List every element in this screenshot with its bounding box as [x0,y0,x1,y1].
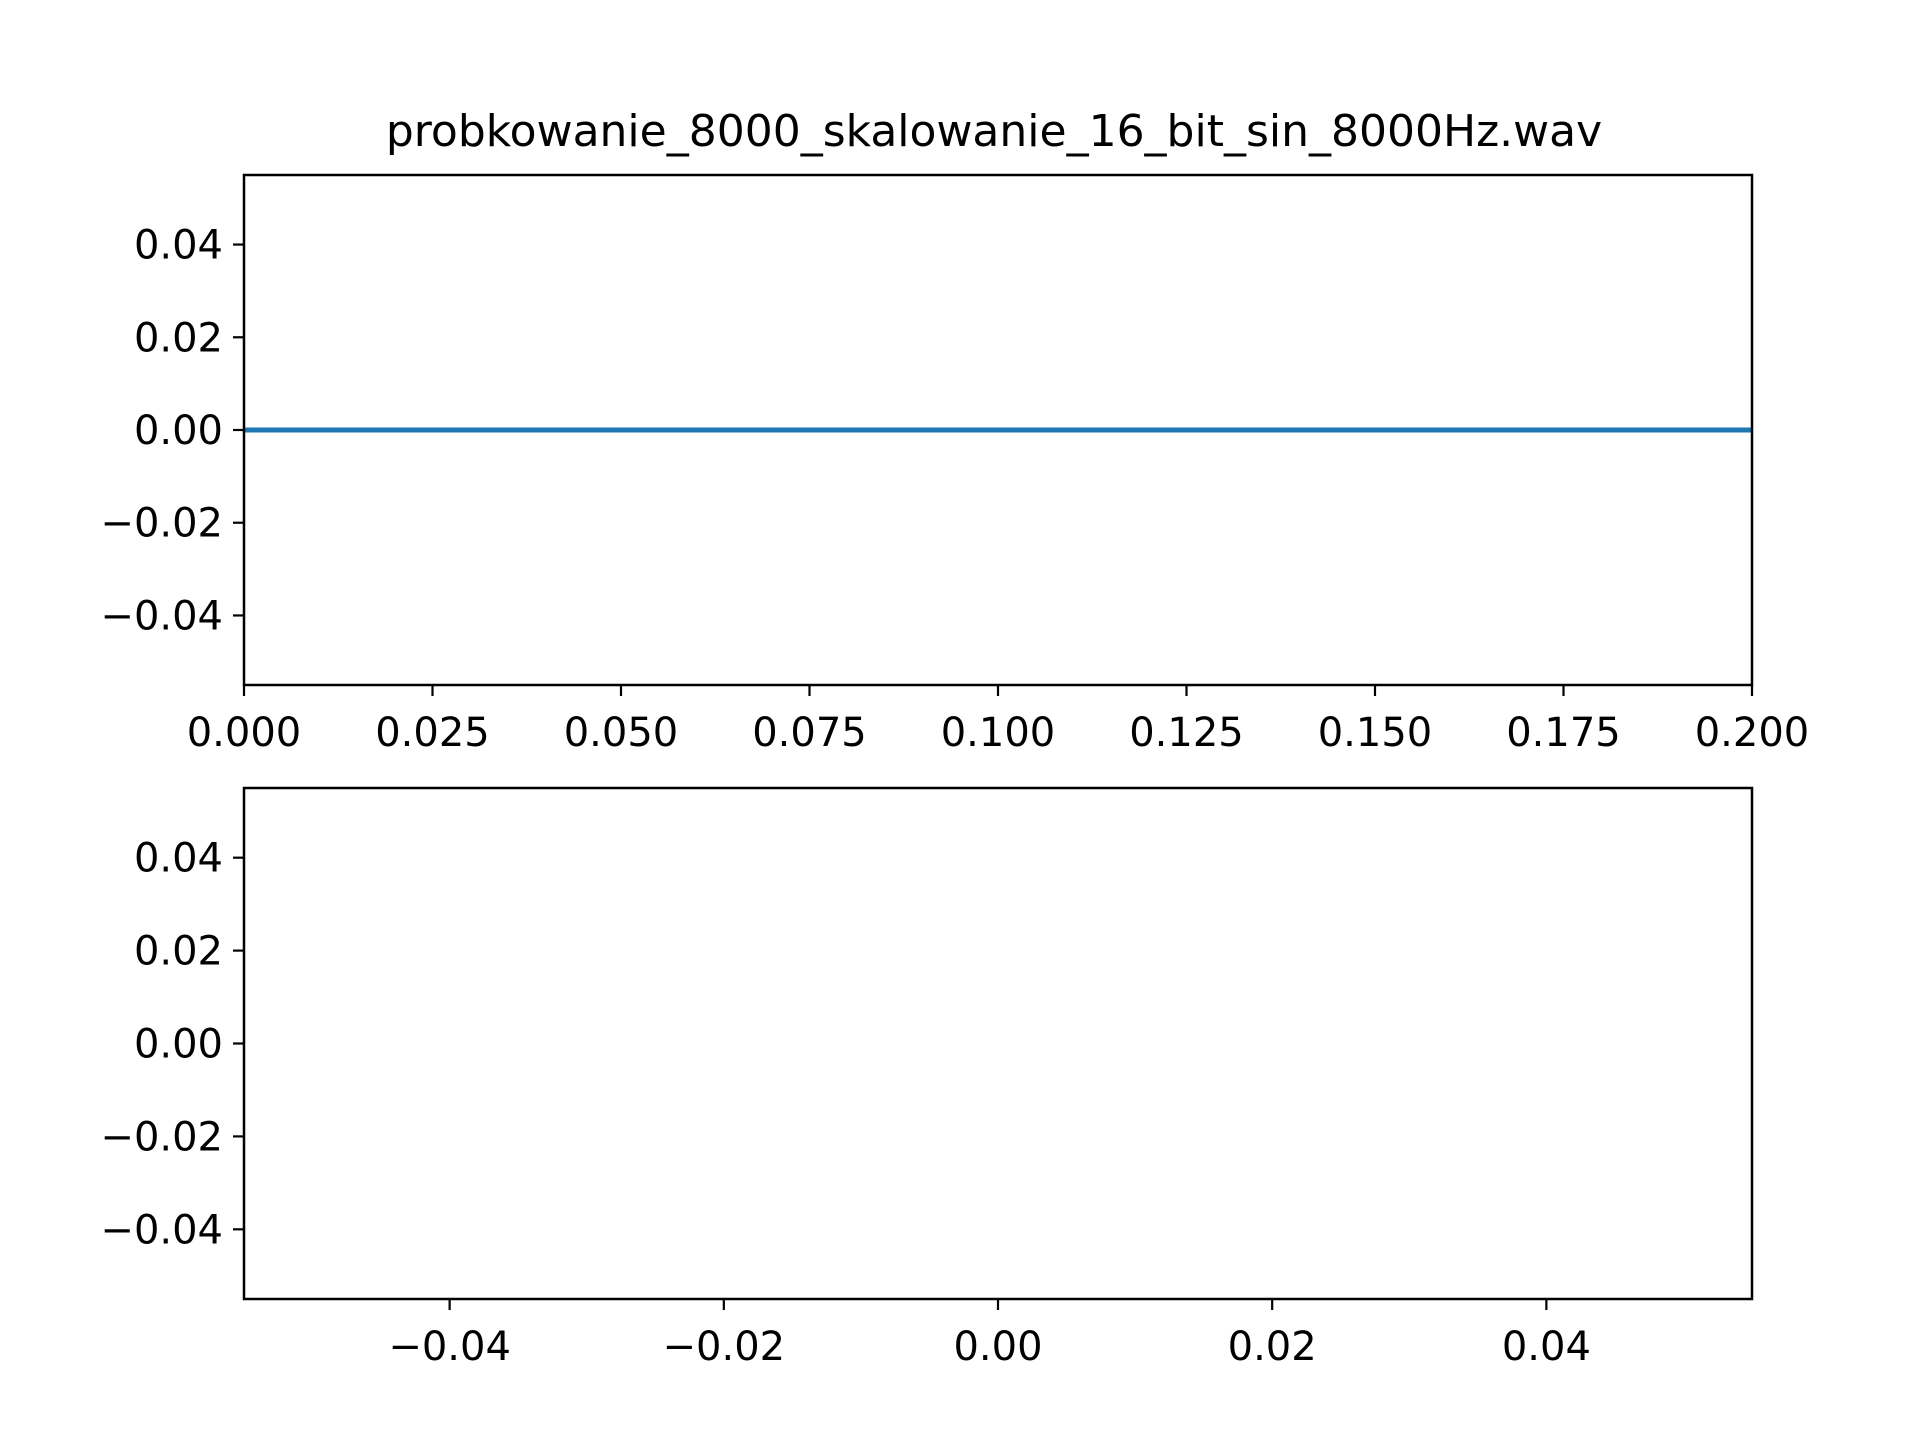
top-plot-y-tick-label: 0.02 [134,315,223,361]
chart-title: probkowanie_8000_skalowanie_16_bit_sin_8… [386,106,1602,157]
top-plot-axes-frame [242,173,1754,687]
bottom-plot-x-tick-label: −0.02 [663,1324,786,1370]
top-plot-y-tick-label: 0.04 [134,223,223,269]
top-plot-y-tick-label: −0.04 [100,593,223,639]
top-plot-y-tick-label: 0.00 [134,408,223,454]
top-plot-x-tick-label: 0.200 [1695,710,1810,756]
top-plot-y-ticks: 0.04 0.02 0.00 −0.02 −0.04 [100,223,244,639]
top-plot-x-tick-label: 0.150 [1318,710,1433,756]
top-plot-x-tick-label: 0.025 [375,710,490,756]
bottom-plot-x-tick-label: 0.04 [1502,1324,1591,1370]
top-plot: 0.000 0.025 0.050 0.075 0.100 0.125 0.150 0.175… [100,173,1810,756]
bottom-plot-y-tick-label: −0.04 [100,1207,223,1253]
bottom-plot-x-ticks: −0.04 −0.02 0.00 0.02 0.04 [388,1299,1591,1370]
top-plot-y-tick-label: −0.02 [100,501,223,547]
top-plot-x-tick-label: 0.100 [941,710,1056,756]
bottom-plot-x-tick-label: −0.04 [388,1324,511,1370]
bottom-plot: −0.04 −0.02 0.00 0.02 0.04 0.04 0.02 0.00 −0.02… [100,786,1754,1370]
bottom-plot-x-tick-label: 0.02 [1228,1324,1317,1370]
bottom-plot-y-tick-label: −0.02 [100,1114,223,1160]
bottom-plot-y-ticks: 0.04 0.02 0.00 −0.02 −0.04 [100,836,244,1253]
bottom-plot-y-tick-label: 0.00 [134,1022,223,1068]
top-plot-x-tick-label: 0.050 [564,710,679,756]
top-plot-x-tick-label: 0.125 [1129,710,1244,756]
top-plot-x-tick-label: 0.175 [1506,710,1621,756]
top-plot-x-ticks: 0.000 0.025 0.050 0.075 0.100 0.125 0.150 0.175… [187,685,1810,756]
bottom-plot-y-tick-label: 0.04 [134,836,223,882]
top-plot-x-tick-label: 0.075 [752,710,867,756]
bottom-plot-x-tick-label: 0.00 [953,1324,1042,1370]
bottom-plot-y-tick-label: 0.02 [134,929,223,975]
top-plot-x-tick-label: 0.000 [187,710,302,756]
bottom-plot-axes-frame [242,786,1754,1301]
